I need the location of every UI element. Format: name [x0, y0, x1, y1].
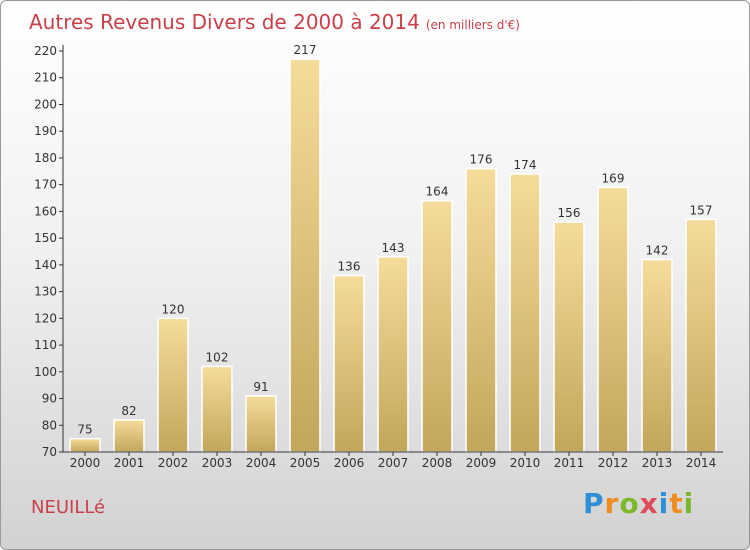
commune-name: NEUILLé [31, 497, 106, 518]
bar-value-label: 174 [514, 158, 537, 172]
bar-value-label: 120 [162, 302, 185, 316]
y-tick-label: 120 [34, 311, 57, 325]
x-tick-label: 2010 [510, 456, 541, 470]
y-tick-label: 180 [34, 151, 57, 165]
bar-value-label: 217 [294, 43, 317, 57]
logo-letter: i [683, 487, 695, 520]
logo-letter: i [658, 487, 670, 520]
bar[interactable] [201, 365, 233, 453]
bar[interactable] [377, 256, 409, 453]
bar[interactable] [641, 258, 673, 453]
x-tick-label: 2005 [290, 456, 321, 470]
x-tick-label: 2006 [334, 456, 365, 470]
x-tick-label: 2011 [554, 456, 585, 470]
bar-value-label: 102 [206, 350, 229, 364]
chart-title-text: Autres Revenus Divers de 2000 à 2014 [29, 10, 420, 34]
bar[interactable] [553, 221, 585, 453]
logo-letter: r [604, 487, 620, 520]
x-tick-label: 2002 [158, 456, 189, 470]
bar[interactable] [245, 395, 277, 453]
x-tick-label: 2007 [378, 456, 409, 470]
bar[interactable] [333, 274, 365, 453]
x-tick-label: 2000 [70, 456, 101, 470]
y-tick-label: 200 [34, 97, 57, 111]
bar-value-label: 156 [558, 206, 581, 220]
logo-letter: t [669, 487, 684, 520]
bar-value-label: 169 [602, 171, 625, 185]
x-tick-label: 2004 [246, 456, 277, 470]
bar[interactable] [69, 437, 101, 453]
x-tick-label: 2014 [686, 456, 717, 470]
y-tick-label: 130 [34, 285, 57, 299]
logo-letter: o [619, 487, 640, 520]
bar-value-label: 91 [253, 380, 268, 394]
bar-value-label: 75 [77, 423, 92, 437]
logo-letter: x [639, 487, 659, 520]
bar[interactable] [509, 173, 541, 453]
y-tick-label: 70 [42, 445, 57, 459]
y-tick-label: 90 [42, 392, 57, 406]
x-tick-label: 2008 [422, 456, 453, 470]
x-tick-label: 2003 [202, 456, 233, 470]
chart-title: Autres Revenus Divers de 2000 à 2014 (en … [29, 10, 520, 34]
bar-value-label: 142 [646, 244, 669, 258]
bar-value-label: 164 [426, 185, 449, 199]
bar[interactable] [685, 218, 717, 453]
y-tick-label: 150 [34, 231, 57, 245]
bar[interactable] [157, 317, 189, 453]
y-tick-label: 160 [34, 204, 57, 218]
y-tick-label: 110 [34, 338, 57, 352]
bar[interactable] [289, 58, 321, 453]
x-tick-label: 2013 [642, 456, 673, 470]
y-tick-label: 80 [42, 418, 57, 432]
logo-letter: P [583, 487, 605, 520]
bar[interactable] [113, 419, 145, 453]
x-tick-label: 2009 [466, 456, 497, 470]
chart-unit: (en milliers d'€) [425, 18, 520, 32]
y-tick-label: 210 [34, 71, 57, 85]
bar[interactable] [465, 167, 497, 453]
bar[interactable] [421, 199, 453, 453]
bar-value-label: 176 [470, 153, 493, 167]
bar-value-label: 136 [338, 260, 361, 274]
proxiti-logo[interactable]: Proxiti [583, 487, 694, 520]
y-tick-label: 100 [34, 365, 57, 379]
y-tick-label: 190 [34, 124, 57, 138]
x-tick-label: 2012 [598, 456, 629, 470]
y-tick-label: 220 [34, 44, 57, 58]
y-tick-label: 170 [34, 178, 57, 192]
bar-value-label: 143 [382, 241, 405, 255]
y-tick-label: 140 [34, 258, 57, 272]
bar-value-label: 82 [121, 404, 136, 418]
x-tick-label: 2001 [114, 456, 145, 470]
bar-value-label: 157 [690, 203, 713, 217]
bar[interactable] [597, 186, 629, 453]
